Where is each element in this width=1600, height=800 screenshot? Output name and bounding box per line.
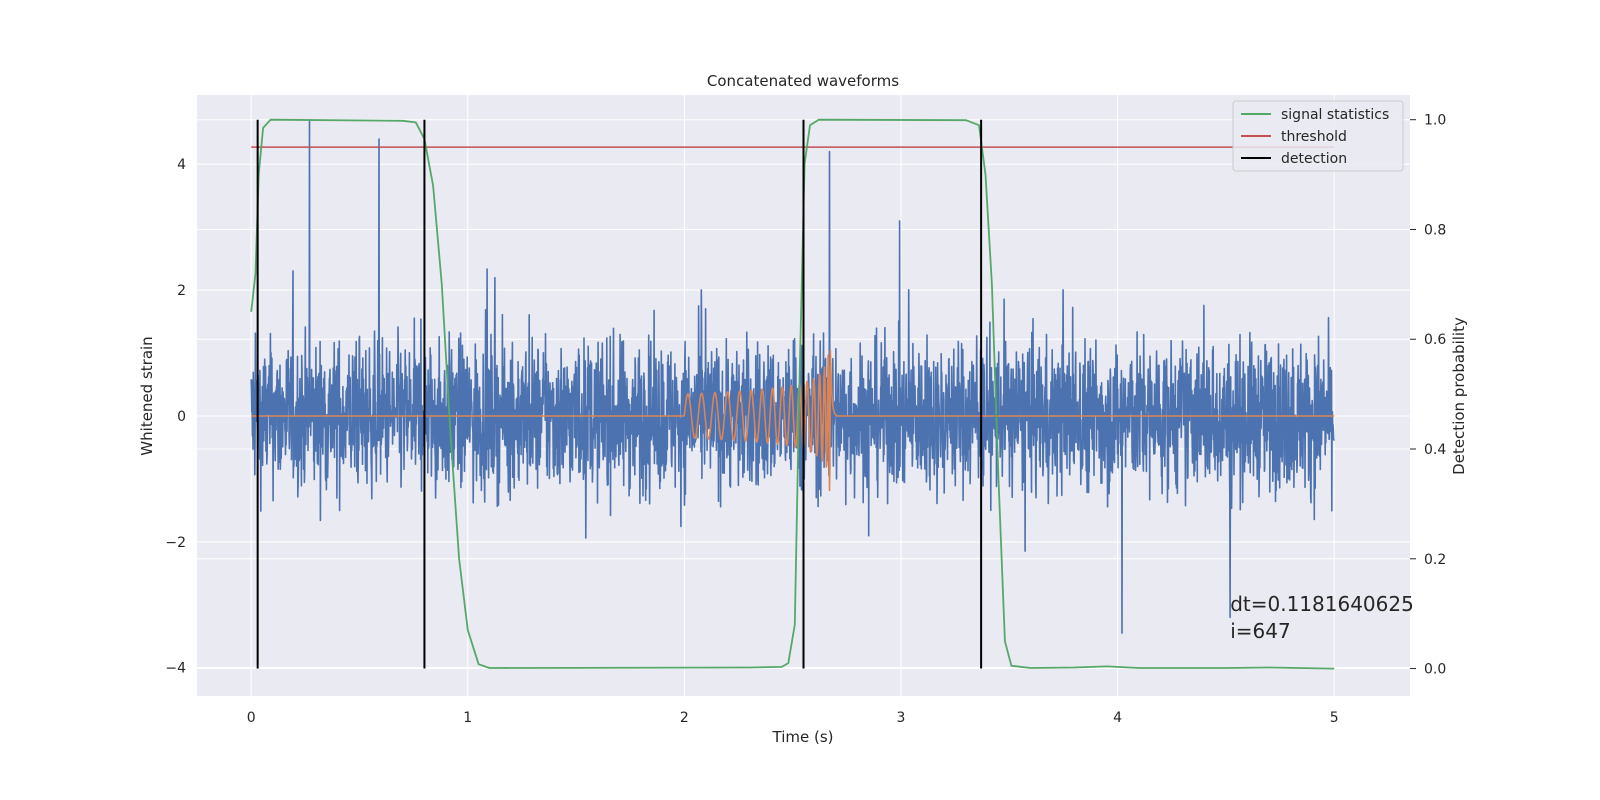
- legend-label-detection: detection: [1281, 151, 1347, 167]
- x-tick-label: 4: [1113, 710, 1122, 726]
- chart-title: Concatenated waveforms: [707, 72, 899, 90]
- y-right-tick-label: 0.4: [1424, 442, 1446, 458]
- x-tick-label: 1: [463, 710, 472, 726]
- x-axis-label: Time (s): [772, 728, 834, 746]
- legend-box: [1232, 100, 1404, 172]
- x-tick-label: 2: [680, 710, 689, 726]
- x-tick-label: 3: [897, 710, 906, 726]
- y-right-tick-label: 0.6: [1424, 332, 1446, 348]
- annotation-text: dt=0.1181640625 i=647: [1230, 592, 1420, 643]
- x-tick-label: 0: [247, 710, 256, 726]
- y-axis-label-right: Detection probability: [1450, 317, 1468, 475]
- y-right-tick-label: 0.0: [1424, 662, 1446, 678]
- y-tick-label: 0: [177, 409, 186, 425]
- legend-label-signal-statistics: signal statistics: [1281, 107, 1389, 123]
- series-chirp-line: [250, 350, 1335, 492]
- y-tick-label: −4: [165, 661, 186, 677]
- legend-label-threshold: threshold: [1281, 129, 1347, 145]
- annotation-line-2: i=647: [1230, 619, 1291, 643]
- y-axis-label: Whitened strain: [138, 336, 156, 455]
- y-tick-label: −2: [165, 535, 186, 551]
- y-right-tick-label: 0.8: [1424, 222, 1446, 238]
- legend: signal statistics threshold detection: [1232, 100, 1404, 172]
- plot-content: [250, 118, 1335, 670]
- ticks: 0 1 2 3 4 5 −4 −2 0 2 4 0.0 0.2 0.4 0.6 0.8 1.0: [165, 113, 1446, 726]
- y-right-tick-label: 0.2: [1424, 552, 1446, 568]
- y-tick-label: 4: [177, 157, 186, 173]
- signal-statistics-line: [250, 118, 1335, 670]
- y-right-tick-label: 1.0: [1424, 113, 1446, 129]
- annotation-line-1: dt=0.1181640625: [1230, 592, 1414, 616]
- y-tick-label: 2: [177, 283, 186, 299]
- x-tick-label: 5: [1330, 710, 1339, 726]
